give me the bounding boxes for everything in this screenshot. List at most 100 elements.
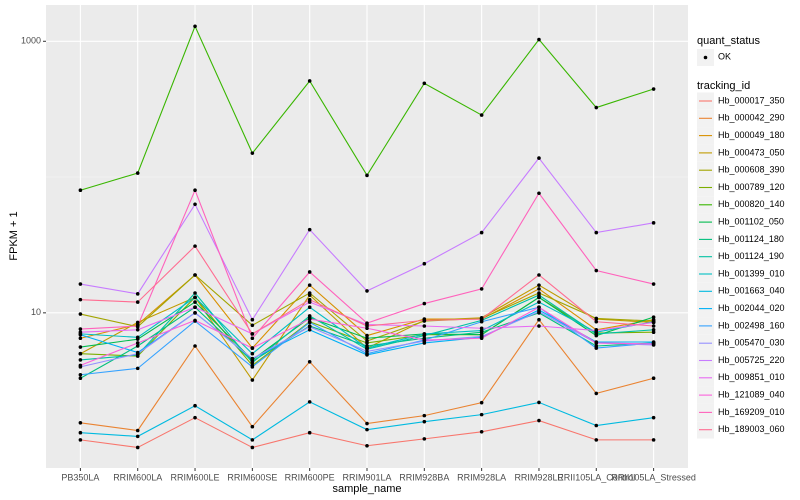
data-point [537, 324, 541, 328]
data-point [307, 328, 312, 332]
data-point [594, 268, 599, 273]
data-point [135, 445, 140, 450]
data-point [193, 344, 197, 348]
data-point [651, 438, 656, 442]
data-point [135, 324, 140, 328]
data-point [422, 338, 427, 342]
data-point [78, 358, 83, 362]
data-point [250, 151, 255, 155]
x-tick-label: RRIM600PE [285, 472, 335, 482]
data-point [78, 282, 83, 286]
legend-title: tracking_id [697, 80, 750, 92]
data-point [307, 317, 312, 321]
data-point [422, 81, 427, 86]
data-point [422, 332, 427, 336]
data-point [479, 317, 484, 321]
data-point [78, 297, 83, 302]
legend-label: Hb_001663_040 [718, 286, 785, 296]
legend-label: OK [718, 51, 731, 61]
data-point [193, 415, 197, 420]
data-point [307, 297, 312, 302]
data-point [78, 430, 83, 435]
data-point [422, 419, 427, 424]
data-point [250, 346, 255, 350]
data-point [365, 173, 369, 178]
data-point [537, 287, 541, 291]
data-point [651, 376, 656, 381]
data-point [250, 378, 255, 382]
data-point [78, 336, 83, 341]
data-point [307, 79, 312, 83]
data-point [250, 424, 255, 429]
data-point [537, 37, 541, 42]
data-point [479, 326, 484, 331]
data-point [135, 351, 140, 356]
x-tick-label: RRIM901LA [342, 472, 391, 482]
lines [78, 24, 656, 450]
legend-label: Hb_000820_140 [718, 199, 785, 209]
data-point [135, 341, 140, 345]
data-point [365, 341, 369, 345]
data-point [422, 437, 427, 441]
data-point [307, 320, 312, 325]
data-point [365, 427, 369, 432]
x-tick-label: RRIM928LE [514, 472, 563, 482]
legend-label: Hb_005470_030 [718, 338, 785, 348]
data-point [307, 324, 312, 329]
x-tick-label: RRII105LA_Stressed [611, 472, 696, 482]
data-point [479, 336, 484, 341]
data-point [135, 171, 140, 175]
data-point [594, 391, 599, 396]
data-point [537, 191, 541, 196]
data-point [594, 105, 599, 110]
legend-label: Hb_000017_350 [718, 95, 785, 105]
x-tick-label: RRIM600LA [113, 472, 162, 482]
data-point [422, 301, 427, 306]
legend-title: quant_status [697, 35, 760, 47]
data-point [365, 346, 369, 350]
x-tick-label: RRII105LA_Control [557, 472, 635, 482]
legend-label: Hb_169209_010 [718, 407, 785, 417]
data-point [78, 330, 83, 335]
data-point [422, 324, 427, 328]
data-point [78, 188, 83, 193]
data-point [479, 230, 484, 235]
legend-label: Hb_000049_180 [718, 130, 785, 140]
legend-label: Hb_001124_180 [718, 234, 784, 244]
data-point [422, 318, 427, 323]
data-point [307, 227, 312, 232]
x-tick-label: RRIM600SE [227, 472, 277, 482]
data-point [193, 24, 197, 29]
legend-label: Hb_000608_390 [718, 165, 785, 175]
data-point [594, 319, 599, 324]
data-point [307, 314, 312, 318]
data-point [479, 430, 484, 434]
legend-label: Hb_009851_010 [718, 372, 785, 382]
data-point [651, 320, 656, 325]
data-point [250, 365, 255, 369]
data-point [594, 341, 599, 345]
data-point [78, 327, 83, 331]
data-point [537, 400, 541, 405]
data-point [594, 230, 599, 235]
data-point [365, 421, 369, 426]
data-point [365, 333, 369, 338]
data-point [422, 261, 427, 266]
x-tick-label: RRIM928LA [457, 472, 506, 482]
data-point [537, 305, 541, 310]
data-point [78, 372, 83, 377]
data-point [135, 320, 140, 325]
data-point [78, 376, 83, 381]
data-point [250, 336, 255, 341]
x-axis-label: sample_name [332, 483, 401, 495]
data-point [78, 332, 83, 337]
data-point [651, 342, 656, 346]
data-point [193, 202, 197, 207]
x-tick-label: RRIM600LE [171, 472, 220, 482]
data-point [78, 363, 83, 368]
data-point [250, 323, 255, 328]
x-tick-label: RRIM928BA [399, 472, 449, 482]
data-point [307, 270, 312, 274]
legend-label: Hb_121089_040 [718, 389, 785, 399]
